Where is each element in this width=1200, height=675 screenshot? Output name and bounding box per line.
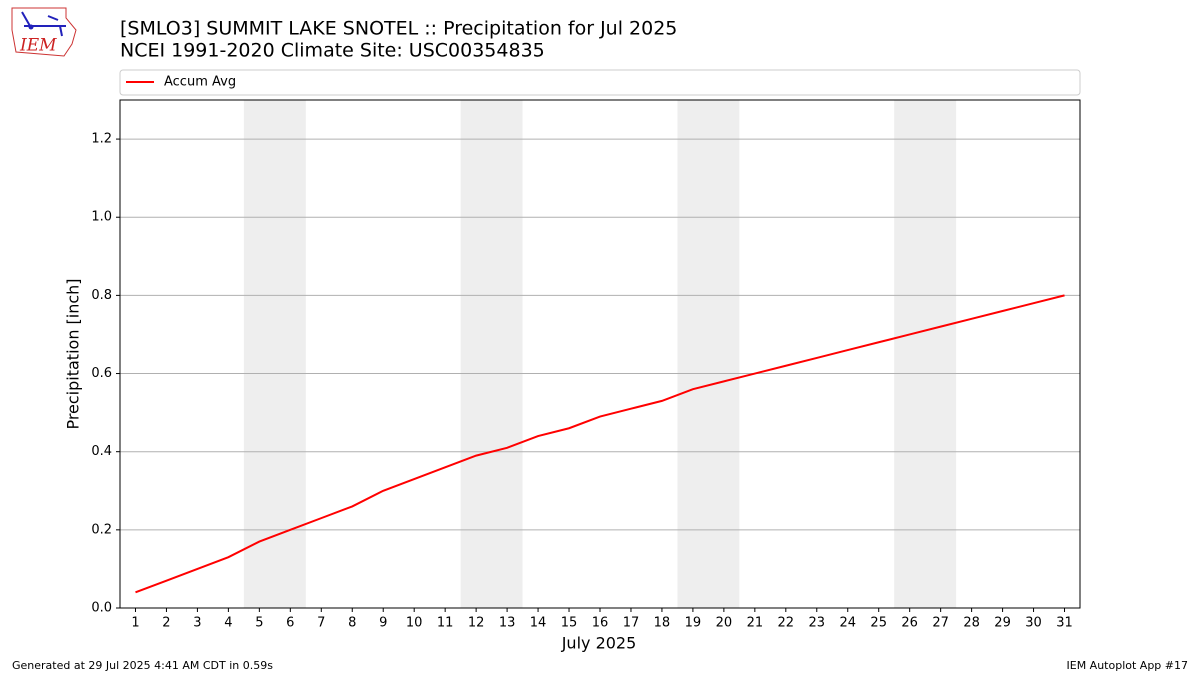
x-tick-label: 7 [317, 616, 325, 631]
x-tick-label: 3 [193, 616, 201, 631]
chart-title: [SMLO3] SUMMIT LAKE SNOTEL :: Precipitat… [120, 18, 677, 40]
y-tick-label: 0.8 [91, 288, 112, 303]
legend-label: Accum Avg [164, 75, 236, 90]
legend-box [119, 69, 1081, 96]
y-tick-label: 0.4 [91, 444, 112, 459]
y-tick-label: 0.6 [91, 366, 112, 381]
y-tick-label: 1.2 [91, 132, 112, 147]
x-tick-label: 30 [1025, 616, 1042, 631]
x-tick-label: 25 [870, 616, 887, 631]
x-tick-label: 4 [224, 616, 232, 631]
x-tick-label: 15 [561, 616, 578, 631]
x-tick-label: 12 [468, 616, 485, 631]
x-tick-label: 8 [348, 616, 356, 631]
x-tick-label: 22 [778, 616, 795, 631]
plot-frame [119, 99, 1081, 609]
logo: IEM [11, 7, 77, 57]
y-tick-label: 0.2 [91, 522, 112, 537]
x-tick-label: 5 [255, 616, 263, 631]
x-tick-label: 10 [406, 616, 423, 631]
logo-text: IEM [19, 36, 57, 56]
x-tick-label: 28 [963, 616, 980, 631]
weekend-shade [243, 100, 306, 608]
x-tick-label: 18 [654, 616, 671, 631]
footer-left: Generated at 29 Jul 2025 4:41 AM CDT in … [12, 659, 273, 672]
x-tick-label: 27 [932, 616, 949, 631]
y-tick-label: 0.0 [91, 601, 112, 616]
x-tick-label: 13 [499, 616, 516, 631]
weekend-shade [460, 100, 523, 608]
x-tick-label: 17 [623, 616, 640, 631]
x-tick-label: 9 [379, 616, 387, 631]
footer-right: IEM Autoplot App #17 [1067, 659, 1189, 672]
x-tick-label: 31 [1056, 616, 1073, 631]
x-tick-label: 2 [162, 616, 170, 631]
x-tick-label: 20 [716, 616, 733, 631]
x-tick-label: 6 [286, 616, 294, 631]
x-tick-label: 11 [437, 616, 454, 631]
x-tick-label: 29 [994, 616, 1011, 631]
x-tick-label: 1 [131, 616, 139, 631]
x-tick-label: 26 [901, 616, 918, 631]
line-series [135, 294, 1065, 594]
y-axis-label: Precipitation [inch] [64, 278, 83, 429]
weekend-shade [677, 100, 740, 608]
x-tick-label: 23 [809, 616, 826, 631]
x-axis-label: July 2025 [561, 634, 637, 653]
weekend-shade [894, 100, 957, 608]
x-tick-label: 24 [839, 616, 856, 631]
y-tick-label: 1.0 [91, 210, 112, 225]
x-tick-label: 14 [530, 616, 547, 631]
x-tick-label: 21 [747, 616, 764, 631]
x-tick-label: 19 [685, 616, 702, 631]
x-tick-label: 16 [592, 616, 609, 631]
chart-subtitle: NCEI 1991-2020 Climate Site: USC00354835 [120, 40, 545, 62]
